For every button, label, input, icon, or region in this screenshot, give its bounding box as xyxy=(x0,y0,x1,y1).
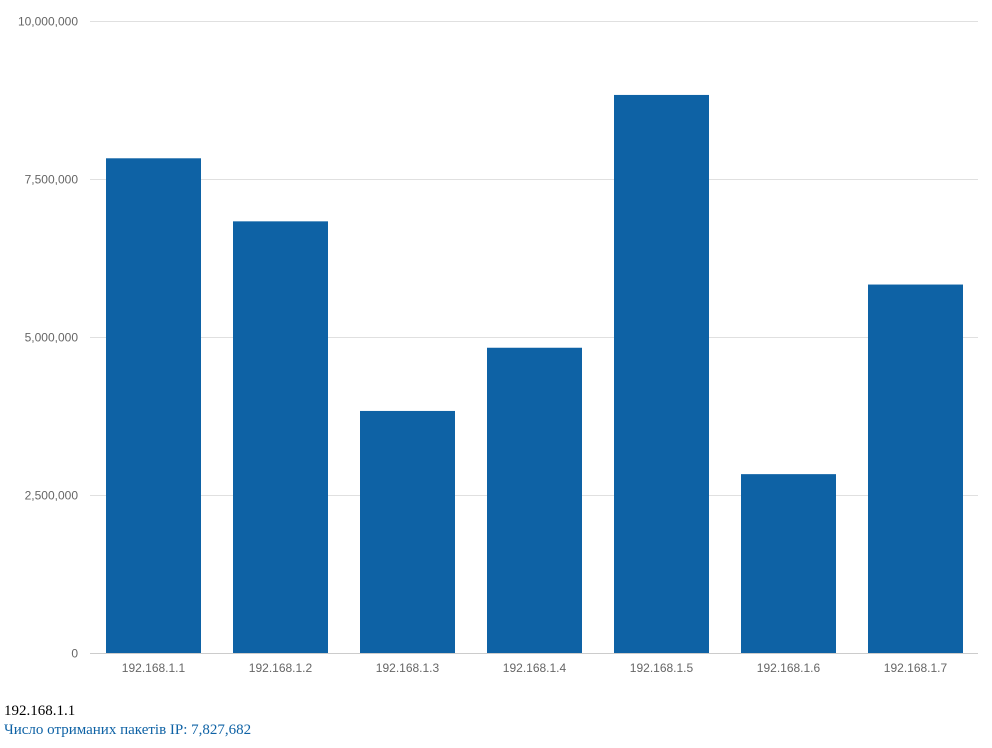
bars xyxy=(106,94,963,654)
x-axis-tick-labels: 192.168.1.1 192.168.1.2 192.168.1.3 192.168… xyxy=(122,661,948,675)
bar[interactable] xyxy=(233,221,328,653)
tooltip-title: 192.168.1.1 xyxy=(4,703,76,719)
y-tick-label: 0 xyxy=(71,647,78,661)
y-tick-label: 2,500,000 xyxy=(25,489,79,503)
x-tick-label: 192.168.1.2 xyxy=(249,661,313,675)
bar[interactable] xyxy=(741,474,836,653)
y-axis-tick-labels: 0 2,500,000 5,000,000 7,500,000 10,000,000 xyxy=(18,15,78,661)
y-tick-label: 5,000,000 xyxy=(25,331,79,345)
x-tick-label: 192.168.1.7 xyxy=(884,661,948,675)
y-tick-label: 10,000,000 xyxy=(18,15,78,29)
tooltip: 192.168.1.1 Число отриманих пакетів IP: … xyxy=(4,702,251,740)
tooltip-series-line: Число отриманих пакетів IP: 7,827,682 xyxy=(4,721,251,740)
tooltip-series-label: Число отриманих пакетів IP: xyxy=(4,722,188,738)
x-tick-label: 192.168.1.3 xyxy=(376,661,440,675)
bar[interactable] xyxy=(868,284,963,653)
bar[interactable] xyxy=(487,347,582,653)
x-tick-label: 192.168.1.5 xyxy=(630,661,694,675)
x-tick-label: 192.168.1.4 xyxy=(503,661,567,675)
bar[interactable] xyxy=(614,94,709,654)
bar-chart: 0 2,500,000 5,000,000 7,500,000 10,000,000 1… xyxy=(18,15,978,675)
x-tick-label: 192.168.1.1 xyxy=(122,661,186,675)
bar[interactable] xyxy=(106,158,201,653)
y-tick-label: 7,500,000 xyxy=(25,173,79,187)
tooltip-value: 7,827,682 xyxy=(191,722,252,738)
x-tick-label: 192.168.1.6 xyxy=(757,661,821,675)
bar[interactable] xyxy=(360,410,455,653)
